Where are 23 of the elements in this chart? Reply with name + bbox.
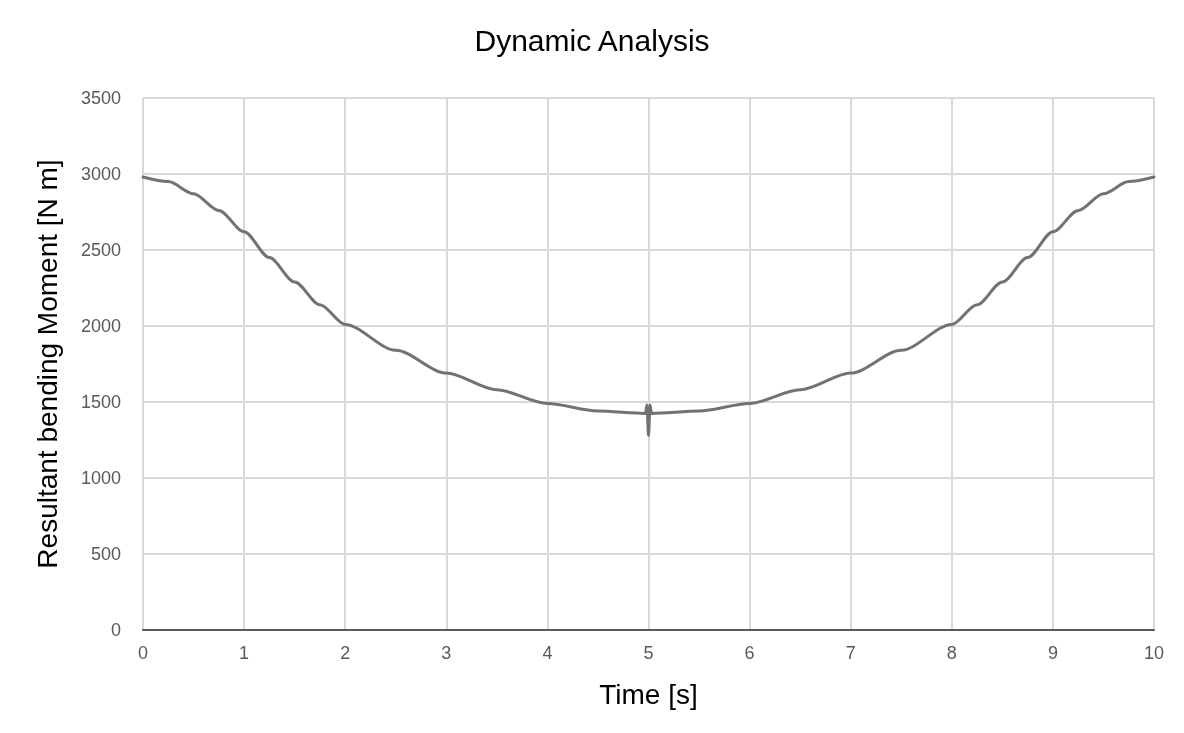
x-tick-label: 7 <box>845 643 856 663</box>
x-tick-label: 8 <box>946 643 957 663</box>
y-axis-title: Resultant bending Moment [N m] <box>31 159 63 569</box>
x-tick-label: 5 <box>643 643 654 663</box>
y-tick-label: 0 <box>110 620 121 640</box>
x-axis-title: Time [s] <box>599 678 698 710</box>
chart-title: Dynamic Analysis <box>474 23 710 57</box>
y-tick-label: 3500 <box>80 88 121 108</box>
y-tick-label: 3000 <box>80 164 121 184</box>
x-tick-label: 2 <box>340 643 351 663</box>
x-tick-label: 3 <box>441 643 452 663</box>
x-tick-label: 0 <box>137 643 149 663</box>
y-tick-label: 1500 <box>80 392 121 412</box>
x-tick-label: 1 <box>239 643 250 663</box>
x-tick-label: 6 <box>744 643 755 663</box>
x-tick-label: 10 <box>1143 643 1165 663</box>
x-tick-label: 4 <box>542 643 553 663</box>
y-tick-label: 500 <box>90 544 121 564</box>
y-tick-label: 2500 <box>80 240 121 260</box>
x-tick-label: 9 <box>1047 643 1058 663</box>
y-tick-label: 1000 <box>80 468 121 488</box>
line-series <box>141 175 1156 437</box>
y-tick-label: 2000 <box>80 316 121 336</box>
